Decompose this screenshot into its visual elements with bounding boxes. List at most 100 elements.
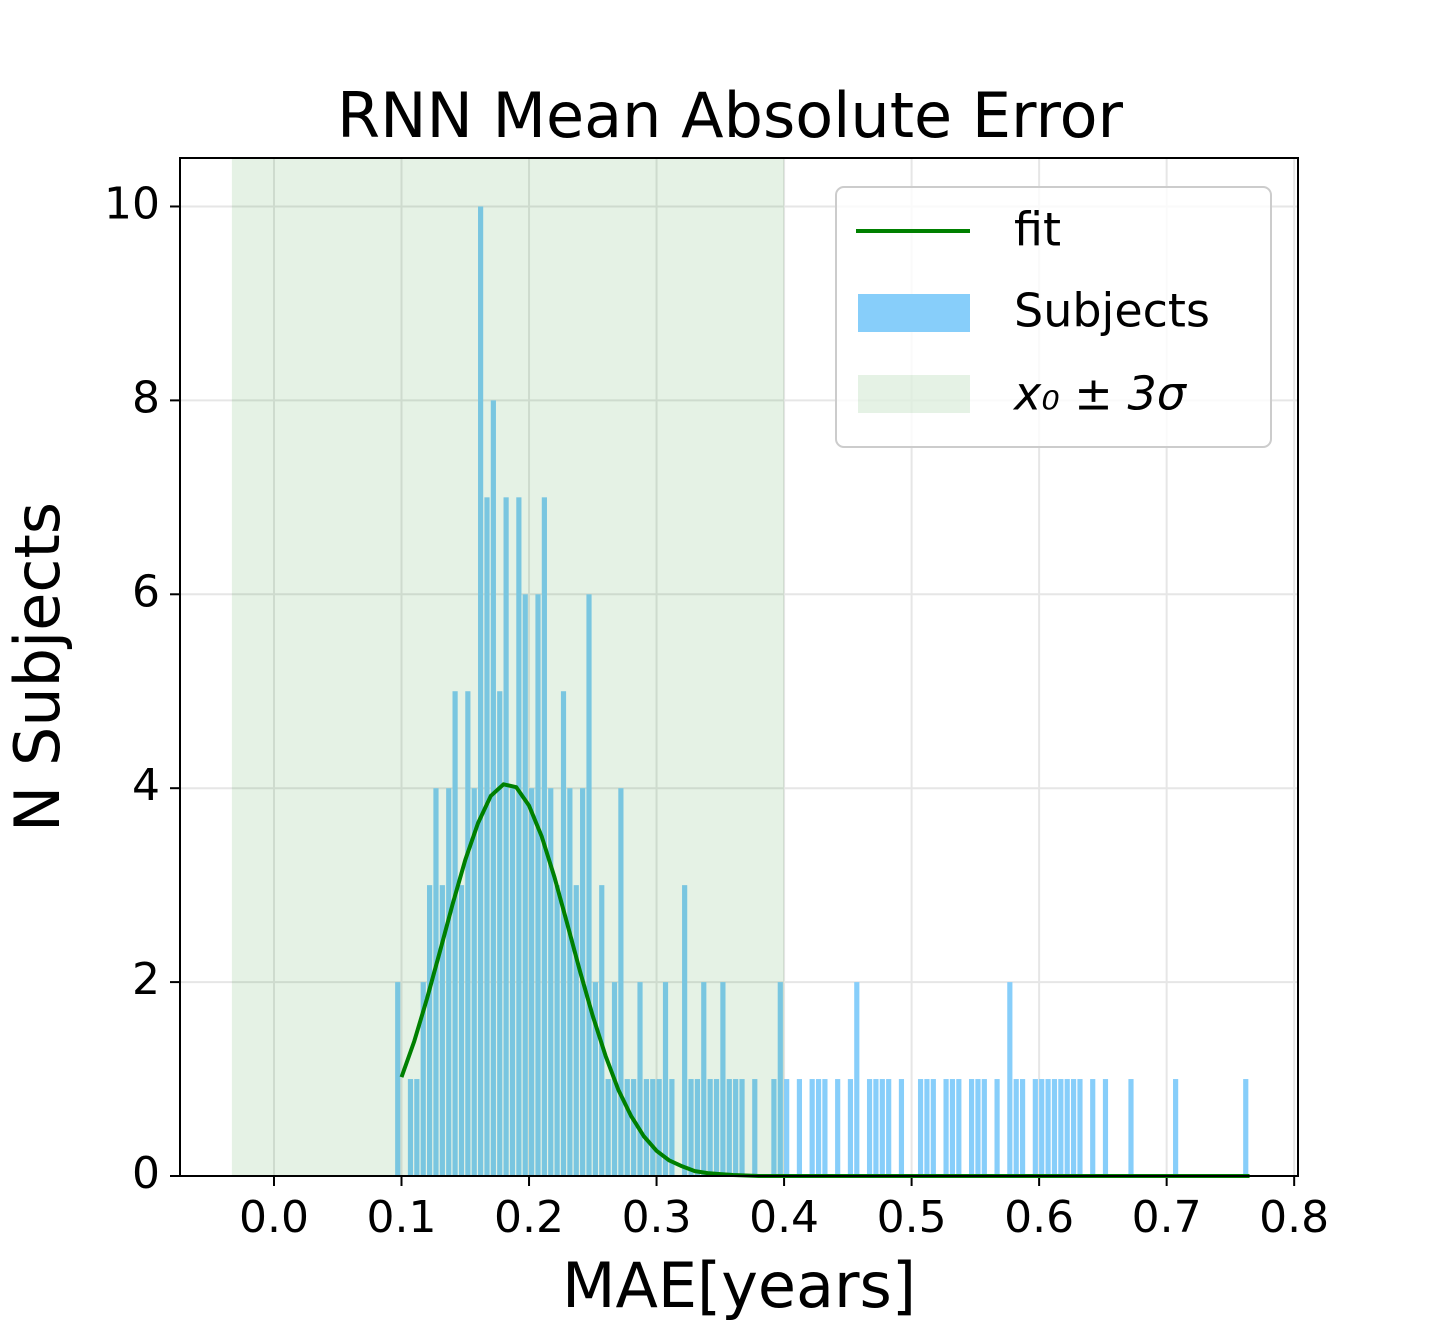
legend-swatch <box>858 294 970 332</box>
bar <box>433 788 439 1176</box>
bar <box>835 1079 841 1176</box>
bar <box>618 788 624 1176</box>
bar <box>1243 1079 1249 1176</box>
bar <box>688 1079 694 1176</box>
bar <box>662 982 669 1176</box>
bar <box>784 1079 790 1176</box>
bar <box>873 1079 879 1176</box>
bar <box>439 885 445 1176</box>
bar <box>650 1079 656 1176</box>
bar <box>981 1079 987 1176</box>
bar <box>949 1079 956 1176</box>
bar <box>739 1079 745 1176</box>
bar <box>446 788 452 1176</box>
bar <box>956 1079 962 1176</box>
bar <box>478 206 484 1176</box>
bar <box>682 885 688 1176</box>
bar <box>395 982 401 1176</box>
bar <box>975 1079 981 1176</box>
bar <box>796 1079 803 1176</box>
bar <box>541 497 547 1176</box>
x-tick-label: 0.8 <box>1259 1192 1329 1243</box>
bar <box>1051 1079 1058 1176</box>
bar <box>471 788 477 1176</box>
x-tick-label: 0.1 <box>367 1192 437 1243</box>
y-tick-label: 2 <box>132 954 160 1005</box>
y-tick-label: 6 <box>132 566 160 617</box>
bar <box>943 1079 949 1176</box>
x-tick-label: 0.2 <box>494 1192 564 1243</box>
y-tick-label: 4 <box>132 760 160 811</box>
bar <box>701 982 707 1176</box>
bar <box>771 1079 777 1176</box>
bar <box>847 1079 854 1176</box>
chart-title: RNN Mean Absolute Error <box>337 79 1123 152</box>
x-tick-label: 0.6 <box>1004 1192 1074 1243</box>
bar <box>567 788 573 1176</box>
bar <box>1173 1079 1179 1176</box>
bar <box>930 1079 936 1176</box>
bar <box>669 1079 675 1176</box>
bar <box>1071 1079 1077 1176</box>
bar <box>720 982 726 1176</box>
bar <box>1102 1079 1109 1176</box>
legend-box <box>835 186 1272 448</box>
bar <box>548 788 554 1176</box>
bar <box>752 1079 758 1176</box>
bar <box>497 691 503 1176</box>
y-axis-label: N Subjects <box>1 502 74 832</box>
bar <box>490 400 496 1176</box>
y-tick-label: 8 <box>132 372 160 423</box>
bar <box>592 982 598 1176</box>
bar <box>733 1079 739 1176</box>
x-axis-label: MAE[years] <box>562 1249 916 1322</box>
bar <box>605 1079 611 1176</box>
legend-label: fit <box>1014 203 1061 257</box>
bar <box>643 1079 649 1176</box>
bar <box>1032 1079 1038 1176</box>
bar <box>694 1079 700 1176</box>
legend-label: x₀ ± 3σ <box>1012 367 1188 421</box>
legend-swatch <box>858 375 970 413</box>
bar <box>917 1079 924 1176</box>
bar <box>1013 1079 1019 1176</box>
legend-label: Subjects <box>1014 284 1210 338</box>
bar <box>554 885 560 1176</box>
bar <box>898 1079 905 1176</box>
bar <box>407 1079 414 1176</box>
bar <box>465 691 471 1176</box>
x-tick-label: 0.5 <box>877 1192 947 1243</box>
bar <box>1007 982 1013 1176</box>
bar <box>522 594 528 1176</box>
bar <box>1128 1079 1134 1176</box>
bar <box>458 885 465 1176</box>
bar <box>631 1079 637 1176</box>
bar <box>1045 1079 1051 1176</box>
bar <box>1064 1079 1070 1176</box>
bar <box>509 788 516 1176</box>
x-tick-label: 0.7 <box>1132 1192 1202 1243</box>
bar <box>822 1079 828 1176</box>
bar <box>854 982 860 1176</box>
bar <box>637 982 643 1176</box>
bar <box>815 1079 822 1176</box>
bar <box>1019 1079 1026 1176</box>
bar <box>535 594 541 1176</box>
bar <box>777 982 783 1176</box>
x-tick-label: 0.4 <box>749 1192 819 1243</box>
bar <box>656 1079 662 1176</box>
bar <box>452 691 458 1176</box>
bar <box>427 885 433 1176</box>
bar <box>1058 1079 1064 1176</box>
bar <box>886 1079 892 1176</box>
y-tick-label: 0 <box>132 1148 160 1199</box>
x-tick-label: 0.0 <box>239 1192 309 1243</box>
bar <box>1090 1079 1096 1176</box>
bar <box>1077 1079 1083 1176</box>
bar <box>414 1079 420 1176</box>
bar <box>503 497 509 1176</box>
bar <box>573 885 579 1176</box>
bar <box>484 497 490 1176</box>
bar <box>726 1079 732 1176</box>
